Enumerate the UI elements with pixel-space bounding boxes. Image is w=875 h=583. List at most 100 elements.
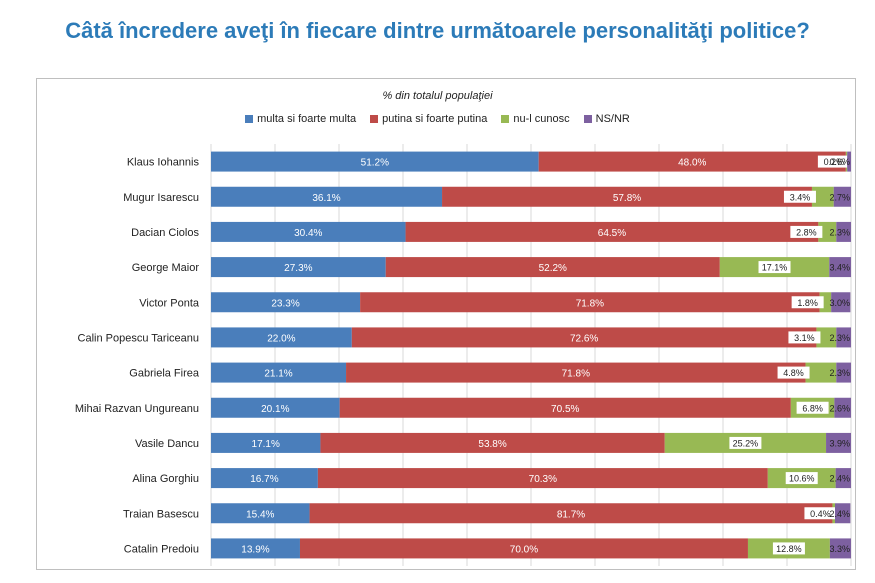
bar-segment [847,151,851,172]
data-label: 36.1% [312,193,340,204]
bar-segment [819,292,832,313]
bar-segment [836,221,851,242]
legend-label: putina si foarte putina [382,113,488,125]
data-label: 64.5% [598,228,626,239]
legend-label: nu-l cunosc [513,113,570,125]
legend-swatch [583,115,592,123]
data-label: 2.7% [829,192,850,202]
data-label-box [804,507,837,520]
bar-segment [211,292,361,313]
data-label: 53.8% [478,439,506,450]
bar-segment [538,151,846,172]
bar-segment [351,327,817,348]
legend-item-ns-nr: NS/NR [583,113,630,125]
data-label: 3.4% [829,263,850,273]
legend-label: multa si foarte multa [257,113,357,125]
legend-item-nu-cunosc: nu-l cunosc [501,113,570,125]
category-label: Mihai Razvan Ungureanu [75,403,199,415]
data-label: 13.9% [241,544,269,555]
data-label: 30.4% [294,228,322,239]
data-label: 2.8% [796,227,817,237]
bar-segment [211,432,321,453]
bar-segment [211,538,300,559]
data-label: 4.8% [783,368,804,378]
data-label: 48.0% [678,158,706,169]
bar-segment [835,468,851,489]
data-label: 72.6% [570,333,598,344]
bar-segment [299,538,748,559]
data-label: 3.9% [829,438,850,448]
data-label-box [758,261,791,274]
data-label: 16.7% [250,474,278,485]
data-label: 3.4% [790,192,811,202]
category-label: Mugur Isarescu [123,192,199,204]
legend-swatch [370,115,379,123]
data-label: 27.3% [284,263,312,274]
bar-segment [360,292,820,313]
data-label: 12.8% [776,544,802,554]
data-label: 21.1% [264,369,292,380]
bar-segment [211,468,318,489]
data-label: 3.0% [829,298,850,308]
category-label: Klaus Iohannis [127,157,200,169]
category-label: Dacian Ciolos [131,227,199,239]
data-label: 20.1% [261,404,289,415]
category-label: Alina Gorghiu [132,473,199,485]
data-label: 81.7% [557,509,585,520]
bar-segment [831,292,851,313]
bar-segment [309,503,833,524]
bar-segment [811,186,834,207]
chart-subtitle: % din totalul populaţiei [382,90,493,102]
bar-segment [835,503,851,524]
bar-segment [405,221,819,242]
data-label: 15.4% [246,509,274,520]
bar-segment [816,327,837,348]
bar-segment [829,538,851,559]
bar-segment [211,186,443,207]
data-label: 2.4% [829,509,850,519]
legend-item-multa: multa si foarte multa [245,113,356,125]
bar-segment [805,362,837,383]
legend-swatch [245,115,254,123]
chart-legend: multa si foarte multa putina si foarte p… [0,113,875,125]
category-label: Vasile Dancu [135,438,199,450]
data-label-box [777,366,810,379]
bar-segment [833,186,851,207]
data-label: 6.8% [802,403,823,413]
data-label: 70.0% [510,544,538,555]
data-label: 51.2% [361,158,389,169]
data-label: 70.3% [529,474,557,485]
data-label-box [729,436,762,449]
legend-swatch [501,115,510,123]
data-label-box [772,542,805,555]
data-label-box [788,331,821,344]
data-label-box [785,472,818,485]
category-label: George Maior [132,262,200,274]
page-title: Câtă încredere aveţi în fiecare dintre u… [65,18,810,43]
category-label: Catalin Predoiu [124,543,199,555]
bar-segment [317,468,768,489]
bar-segment [826,432,851,453]
data-label: 0.4% [810,509,831,519]
bar-segment [211,221,406,242]
data-label: 0.2% [824,157,845,167]
data-label: 22.0% [267,333,295,344]
data-label: 23.3% [271,298,299,309]
bar-segment [346,362,806,383]
data-label: 10.6% [789,474,815,484]
data-label: 17.1% [252,439,280,450]
data-label: 71.8% [562,369,590,380]
bar-segment [211,397,340,418]
data-label-box [790,225,823,238]
data-label-box [783,190,816,203]
data-label: 17.1% [762,263,788,273]
data-label: 3.1% [794,333,815,343]
data-label: 52.2% [539,263,567,274]
category-label: Traian Basescu [123,508,199,520]
bar-segment [442,186,812,207]
bar-segment [834,397,851,418]
data-label: 2.4% [829,474,850,484]
data-label: 1.8% [797,298,818,308]
data-label: 0.6% [829,157,850,167]
